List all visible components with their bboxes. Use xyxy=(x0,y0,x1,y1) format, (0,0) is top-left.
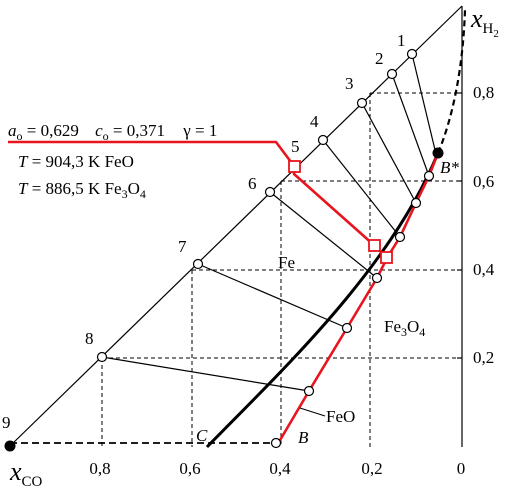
line-5-squares xyxy=(288,160,393,264)
param-line-2: T = 904,3 K FeO xyxy=(18,152,134,171)
x-tick-0: 0 xyxy=(457,459,466,478)
point-1-top xyxy=(406,48,418,60)
region-fe: Fe xyxy=(278,253,295,272)
label-5: 5 xyxy=(291,137,300,156)
param-line-1: ao = 0,629 co = 0,371 γ = 1 xyxy=(8,121,217,143)
label-7: 7 xyxy=(178,237,187,256)
point-8-top xyxy=(96,351,108,363)
region-labels: Fe Fe3O4 FeO xyxy=(278,253,425,426)
point-9 xyxy=(4,440,16,452)
label-2: 2 xyxy=(375,49,384,68)
point-3-bottom xyxy=(410,197,422,209)
label-b: B xyxy=(298,428,309,447)
tie-line-7 xyxy=(197,263,348,329)
label-6: 6 xyxy=(248,174,257,193)
point-b xyxy=(270,437,282,449)
tie-line-points xyxy=(96,48,435,449)
y-tick-labels: 0,8 0,6 0,4 0,2 xyxy=(473,83,495,367)
y-tick-marks xyxy=(457,92,462,359)
square-5-mid xyxy=(368,239,381,252)
point-2-bottom xyxy=(423,170,435,182)
label-c: C xyxy=(196,426,208,445)
point-2-top xyxy=(386,68,398,80)
red-boundary-curve xyxy=(274,152,440,448)
hypotenuse xyxy=(9,5,463,447)
point-4-top xyxy=(317,134,329,146)
point-b-star xyxy=(432,147,444,159)
tie-line-3 xyxy=(361,102,417,204)
point-7-bottom xyxy=(341,322,353,334)
square-5-bottom xyxy=(380,251,393,264)
y-axis-title: xH2 xyxy=(470,4,499,40)
region-feo: FeO xyxy=(326,407,355,426)
point-7-top xyxy=(192,258,204,270)
fe-boundary-curve xyxy=(205,152,440,449)
label-9: 9 xyxy=(2,413,11,432)
y-tick-0.2: 0,2 xyxy=(473,348,494,367)
point-labels: B C B* xyxy=(196,158,459,447)
tie-lines xyxy=(101,53,437,392)
point-4-bottom xyxy=(394,231,406,243)
label-1: 1 xyxy=(397,31,406,50)
label-3: 3 xyxy=(345,74,354,93)
tie-line-8 xyxy=(101,356,310,392)
point-3-top xyxy=(356,97,368,109)
label-4: 4 xyxy=(310,112,319,131)
point-6-bottom xyxy=(371,272,383,284)
tie-line-labels: 1 2 3 4 5 6 7 8 9 xyxy=(2,31,406,432)
x-tick-labels: 0,8 0,6 0,4 0,2 0 xyxy=(89,459,465,478)
label-8: 8 xyxy=(85,329,94,348)
point-8-bottom xyxy=(303,385,315,397)
x-tick-0.6: 0,6 xyxy=(179,459,200,478)
x-axis-title: xCO xyxy=(9,457,43,490)
x-tick-0.2: 0,2 xyxy=(361,459,382,478)
tie-line-1 xyxy=(411,53,437,155)
x-tick-0.8: 0,8 xyxy=(89,459,110,478)
parameter-leader-line xyxy=(8,140,296,167)
region-fe3o4: Fe3O4 xyxy=(384,317,425,339)
label-b-star: B* xyxy=(440,158,459,177)
square-5-top xyxy=(288,160,301,173)
y-tick-0.4: 0,4 xyxy=(473,260,495,279)
y-tick-0.8: 0,8 xyxy=(473,83,494,102)
param-line-3: T = 886,5 K Fe3O4 xyxy=(18,179,146,201)
grid-lines xyxy=(10,92,462,447)
parameter-block: ao = 0,629 co = 0,371 γ = 1 T = 904,3 K … xyxy=(8,121,217,201)
tie-line-2 xyxy=(391,73,430,177)
tie-line-6 xyxy=(269,191,378,279)
y-tick-0.6: 0,6 xyxy=(473,172,494,191)
upper-dashed-curve xyxy=(436,9,467,154)
point-6-top xyxy=(264,186,276,198)
x-tick-0.4: 0,4 xyxy=(269,459,291,478)
feo-leader-line xyxy=(299,407,326,417)
tie-line-4 xyxy=(322,139,401,238)
